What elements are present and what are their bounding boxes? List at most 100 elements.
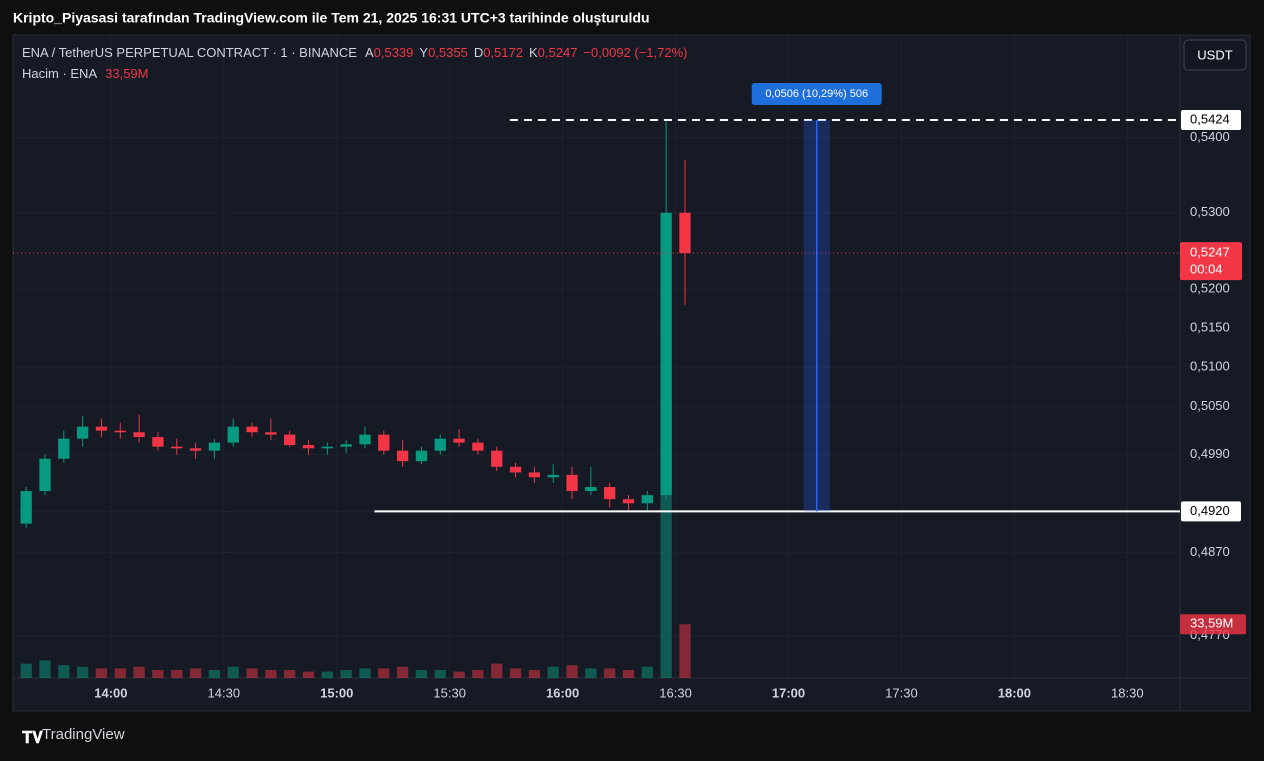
volume-bar: [340, 670, 352, 678]
volume-bar: [114, 668, 126, 678]
footer: TradingView: [42, 726, 125, 743]
volume-bar: [152, 670, 164, 678]
volume-bar: [20, 663, 32, 678]
volume-bar: [660, 398, 672, 678]
volume-bar: [227, 666, 239, 678]
candle-body: [189, 448, 202, 451]
o: 0,5339: [374, 45, 414, 60]
candle-body: [509, 466, 522, 473]
y-tick-label: 0,5050: [1190, 398, 1230, 413]
l-label: D: [474, 45, 483, 60]
volume-bar: [528, 670, 541, 678]
y-tick-label: 0,5300: [1190, 204, 1230, 219]
currency-button[interactable]: [1183, 39, 1247, 71]
candle-body: [284, 434, 296, 446]
volume-bar: [415, 670, 428, 678]
x-tick-label: 17:30: [885, 685, 918, 700]
volume-bar: [39, 660, 51, 678]
volume-bar: [95, 668, 108, 678]
candle-body: [434, 438, 446, 451]
volume-bar: [302, 671, 315, 678]
x-tick-label: 15:00: [320, 685, 353, 700]
measure-label-box: [751, 83, 882, 105]
candle-body: [566, 474, 578, 492]
candle-body: [604, 487, 616, 500]
y-tick-label: 0,5400: [1190, 129, 1230, 144]
measure-label: 0,0506 (10,29%) 506: [765, 88, 868, 100]
volume-bar: [453, 671, 465, 678]
y-tick-label: 0,4870: [1190, 544, 1230, 559]
candle-body: [302, 445, 315, 449]
volume-bar: [265, 670, 277, 678]
y-tick-label: 0,5150: [1190, 319, 1230, 334]
volume-bar: [133, 666, 145, 678]
x-tick-label: 18:00: [998, 685, 1031, 700]
volume-bar: [171, 670, 183, 678]
volume-bar: [58, 665, 70, 678]
volume-bar: [509, 668, 522, 678]
o-label: A: [365, 45, 374, 60]
volume-bar: [604, 668, 616, 678]
volume-bar: [321, 671, 333, 678]
h: 0,5355: [428, 45, 468, 60]
line-price-box: [1181, 109, 1241, 130]
c: 0,5247: [538, 45, 578, 60]
volume-bar: [472, 670, 484, 678]
volume-bar: [641, 666, 653, 678]
candle-body: [340, 444, 352, 447]
volume-value: 33,59M: [105, 66, 148, 81]
candle-body: [133, 432, 145, 438]
volume-bar: [434, 670, 446, 678]
last-price: 0,5247: [1190, 245, 1230, 260]
volume-bar: [359, 668, 371, 678]
candle-body: [76, 426, 89, 439]
x-tick-label: 17:00: [772, 685, 805, 700]
candle-body: [491, 450, 503, 467]
candle-body: [396, 450, 409, 462]
caption: Kripto_Piyasasi tarafından TradingView.c…: [13, 10, 650, 26]
y-tick-label: 0,5200: [1190, 281, 1230, 296]
x-tick-label: 14:00: [94, 685, 127, 700]
candle-body: [20, 491, 32, 524]
y-tick-label: 0,4990: [1190, 446, 1230, 461]
x-tick-label: 16:30: [659, 685, 692, 700]
line-price-box: [1181, 501, 1241, 522]
countdown: 00:04: [1190, 262, 1223, 277]
candle-body: [679, 212, 691, 254]
currency[interactable]: USDT: [1197, 47, 1232, 62]
volume-bar: [622, 670, 635, 678]
volume-bar: [284, 670, 296, 678]
candle-body: [227, 426, 239, 443]
candle-body: [171, 446, 183, 449]
chart-panel: [12, 34, 1251, 712]
candle-body: [152, 437, 164, 447]
candle-body: [208, 442, 221, 451]
candle-body: [246, 426, 258, 433]
legend: ENA / TetherUS PERPETUAL CONTRACT · 1 · …: [22, 45, 688, 60]
volume-price: 33,59M: [1190, 616, 1233, 631]
candle-body: [472, 442, 484, 451]
candle-body: [265, 432, 277, 435]
x-tick-label: 14:30: [208, 685, 241, 700]
last-price-box: [1180, 242, 1242, 281]
candle-body: [321, 446, 333, 449]
x-tick-label: 18:30: [1111, 685, 1144, 700]
volume-bar: [679, 624, 691, 678]
candle-body: [585, 487, 597, 492]
volume-bar: [547, 666, 559, 678]
volume-title: Hacim · ENA: [22, 66, 97, 81]
volume-bar: [76, 666, 89, 678]
candle-body: [622, 499, 635, 504]
candle-body: [415, 450, 428, 462]
candle-body: [39, 458, 51, 492]
x-tick-label: 15:30: [433, 685, 466, 700]
candle-body: [453, 438, 465, 443]
symbol: ENA / TetherUS PERPETUAL CONTRACT · 1 · …: [22, 45, 357, 60]
line-price: 0,5424: [1190, 111, 1230, 126]
candle-body: [95, 426, 108, 431]
change: −0,0092 (−1,72%): [583, 45, 687, 60]
plot: [20, 119, 691, 678]
candle-body: [641, 495, 653, 504]
